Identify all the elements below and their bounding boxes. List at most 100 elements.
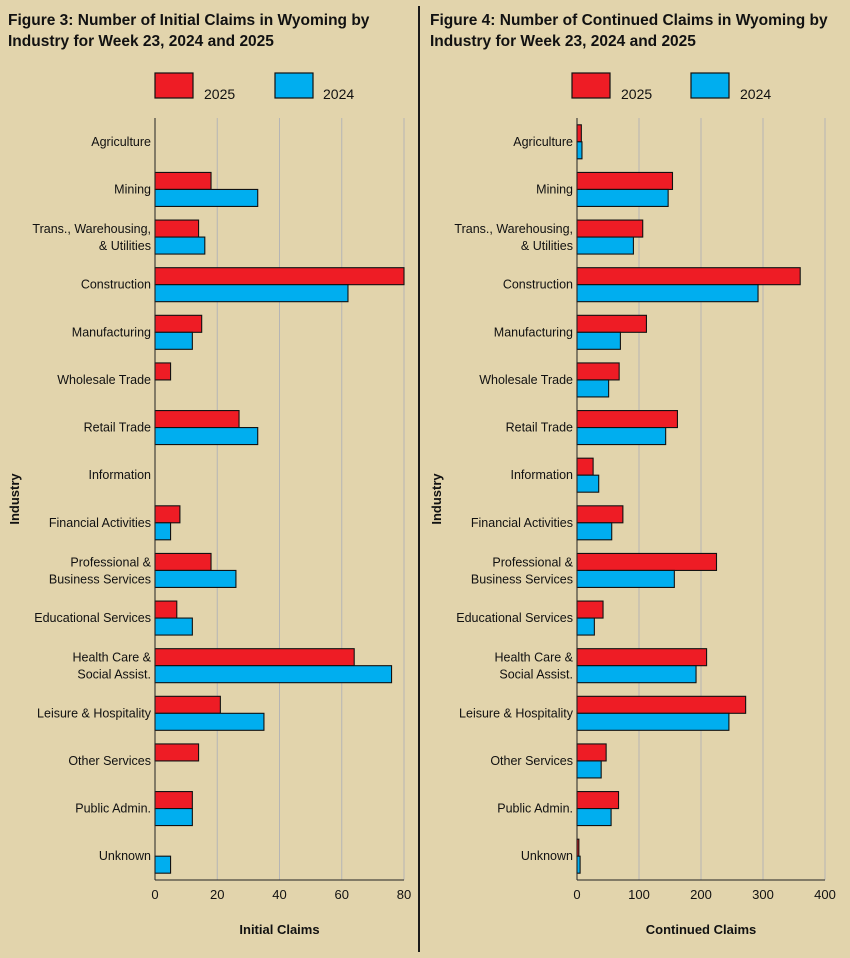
- bar-2025: [154, 505, 181, 524]
- bar-2024: [576, 665, 697, 684]
- category-label: & Utilities: [521, 239, 573, 253]
- category-label: Unknown: [521, 849, 573, 863]
- legend-swatch-2024: [690, 72, 730, 99]
- category-label: Health Care &: [494, 651, 573, 665]
- bar-2025: [576, 362, 620, 381]
- bar-2024: [576, 569, 675, 588]
- bar-2025: [154, 600, 178, 619]
- bar-2024: [154, 331, 193, 350]
- category-label: Mining: [114, 182, 151, 196]
- category-label: Business Services: [471, 572, 573, 586]
- bar-2025: [576, 648, 708, 667]
- bar-2024: [154, 569, 237, 588]
- bar-2025: [576, 695, 747, 714]
- category-label: Information: [510, 468, 573, 482]
- bar-2024: [154, 284, 349, 303]
- bar-2024: [154, 712, 265, 731]
- bar-2025: [154, 743, 200, 762]
- category-label: Social Assist.: [499, 668, 573, 682]
- bar-2025: [576, 171, 674, 190]
- category-label: Retail Trade: [84, 421, 151, 435]
- category-label: Public Admin.: [497, 802, 573, 816]
- category-label: Retail Trade: [506, 421, 573, 435]
- bar-2024: [576, 474, 600, 493]
- category-label: Manufacturing: [72, 325, 151, 339]
- bar-2024: [576, 188, 669, 207]
- legend-swatch-2025: [571, 72, 611, 99]
- chart-panel-4: Figure 4: Number of Continued Claims in …: [429, 12, 836, 937]
- category-label: Public Admin.: [75, 802, 151, 816]
- bar-2024: [154, 855, 172, 874]
- category-label: Business Services: [49, 572, 151, 586]
- bar-2024: [154, 808, 193, 827]
- legend-swatch-2025: [154, 72, 194, 99]
- chart-title-line: Figure 3: Number of Initial Claims in Wy…: [8, 12, 370, 29]
- category-label: Trans., Warehousing,: [454, 222, 573, 236]
- category-label: Leisure & Hospitality: [37, 706, 152, 720]
- y-axis-title: Industry: [429, 473, 444, 525]
- category-label: Leisure & Hospitality: [459, 706, 574, 720]
- x-tick-label: 100: [628, 887, 650, 902]
- bar-2025: [576, 219, 644, 238]
- bar-2024: [154, 665, 393, 684]
- bar-2025: [154, 314, 203, 333]
- category-label: Health Care &: [72, 651, 151, 665]
- bar-2025: [154, 362, 172, 381]
- legend-label: 2025: [621, 86, 652, 102]
- category-label: Educational Services: [456, 611, 573, 625]
- bar-2025: [576, 314, 647, 333]
- bar-2025: [576, 552, 718, 571]
- legend-label: 2024: [740, 86, 771, 102]
- category-label: Agriculture: [91, 135, 151, 149]
- category-label: Professional &: [70, 555, 151, 569]
- bar-2025: [576, 600, 604, 619]
- chart-panel-3: Figure 3: Number of Initial Claims in Wy…: [7, 12, 411, 937]
- chart-title-line: Figure 4: Number of Continued Claims in …: [430, 12, 828, 29]
- x-tick-label: 80: [397, 887, 411, 902]
- bar-2024: [154, 522, 172, 541]
- category-label: Financial Activities: [49, 516, 151, 530]
- x-axis-title: Continued Claims: [646, 922, 757, 937]
- chart-title-line: Industry for Week 23, 2024 and 2025: [430, 33, 696, 50]
- bar-2025: [576, 457, 594, 476]
- bar-2024: [154, 427, 259, 446]
- bar-2024: [154, 617, 193, 636]
- category-label: Trans., Warehousing,: [32, 222, 151, 236]
- chart-title-line: Industry for Week 23, 2024 and 2025: [8, 33, 274, 50]
- y-axis-title: Industry: [7, 473, 22, 525]
- category-label: Wholesale Trade: [57, 373, 151, 387]
- category-label: Construction: [81, 278, 151, 292]
- category-label: Agriculture: [513, 135, 573, 149]
- bar-2025: [154, 410, 240, 429]
- bar-2024: [154, 236, 206, 255]
- x-tick-label: 400: [814, 887, 836, 902]
- category-label: & Utilities: [99, 239, 151, 253]
- category-label: Educational Services: [34, 611, 151, 625]
- category-label: Information: [88, 468, 151, 482]
- category-label: Professional &: [492, 555, 573, 569]
- bar-2025: [154, 695, 221, 714]
- bar-2024: [576, 808, 612, 827]
- x-tick-label: 40: [272, 887, 286, 902]
- bar-2024: [576, 331, 621, 350]
- bar-2024: [576, 141, 583, 160]
- bar-2024: [576, 379, 610, 398]
- x-tick-label: 0: [573, 887, 580, 902]
- x-tick-label: 0: [151, 887, 158, 902]
- bar-2025: [154, 267, 405, 286]
- bar-2024: [154, 188, 259, 207]
- category-label: Financial Activities: [471, 516, 573, 530]
- category-label: Manufacturing: [494, 325, 573, 339]
- category-label: Mining: [536, 182, 573, 196]
- legend-label: 2024: [323, 86, 354, 102]
- bar-2025: [154, 791, 193, 810]
- bar-2025: [576, 410, 678, 429]
- bar-2025: [576, 267, 801, 286]
- legend-swatch-2024: [274, 72, 314, 99]
- bar-2025: [154, 648, 355, 667]
- bar-2025: [576, 743, 607, 762]
- bar-2024: [576, 760, 602, 779]
- bar-2025: [576, 124, 582, 143]
- x-tick-label: 300: [752, 887, 774, 902]
- x-tick-label: 200: [690, 887, 712, 902]
